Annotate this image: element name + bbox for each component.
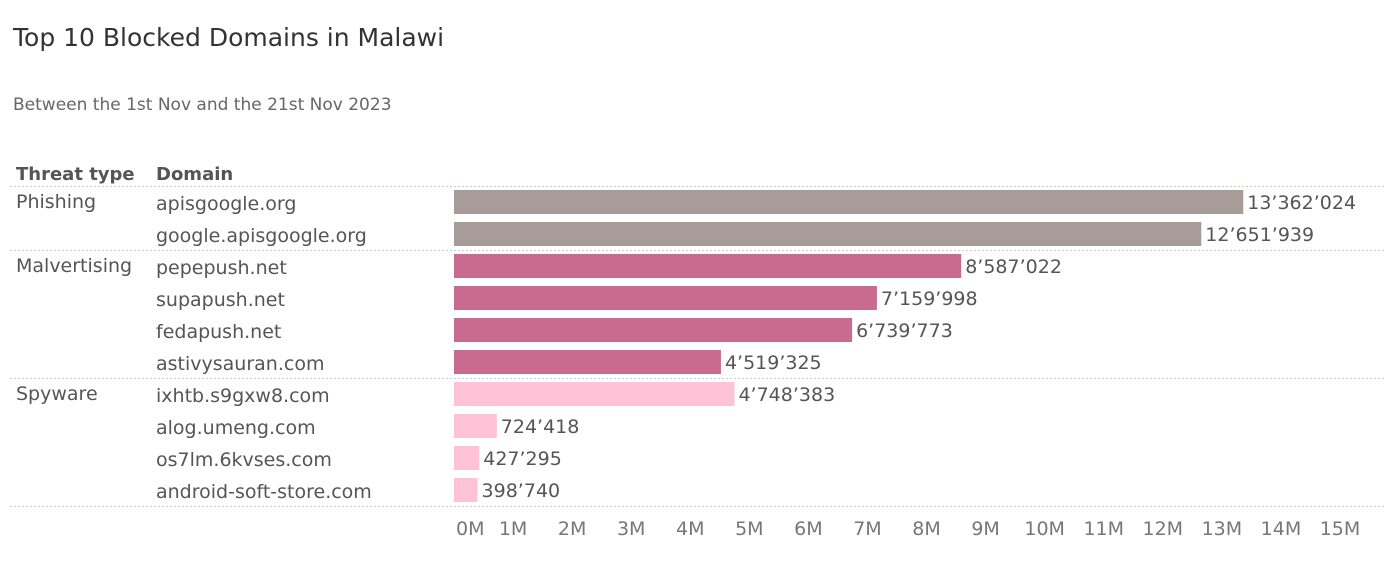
bar [454, 286, 877, 310]
x-tick-label: 9M [971, 518, 999, 540]
domain-label: supapush.net [156, 289, 285, 311]
domain-label: google.apisgoogle.org [156, 225, 367, 247]
threat-type-label: Malvertising [16, 255, 132, 277]
bar-value-label: 12’651’939 [1205, 224, 1314, 246]
x-tick-label: 8M [912, 518, 940, 540]
x-tick-label: 2M [558, 518, 586, 540]
bar-value-label: 724’418 [501, 416, 580, 438]
domain-label: pepepush.net [156, 257, 287, 279]
domain-label: android-soft-store.com [156, 481, 372, 503]
x-tick-label: 0M [456, 518, 484, 540]
bar [454, 222, 1202, 246]
domain-label: astivysauran.com [156, 353, 324, 375]
x-tick-label: 7M [853, 518, 881, 540]
domain-label: ixhtb.s9gxw8.com [156, 385, 330, 407]
bar-value-label: 7’159’998 [881, 288, 978, 310]
bar [454, 318, 853, 342]
bar [454, 254, 962, 278]
domain-label: alog.umeng.com [156, 417, 316, 439]
x-tick-label: 14M [1261, 518, 1302, 540]
chart-rows: Phishing apisgoogle.org 13’362’024 google.a… [10, 186, 1384, 507]
bar-value-label: 398’740 [482, 480, 561, 502]
x-tick-label: 10M [1024, 518, 1065, 540]
domain-label: fedapush.net [156, 321, 281, 343]
chart-title: Top 10 Blocked Domains in Malawi [13, 23, 445, 52]
x-tick-label: 12M [1143, 518, 1184, 540]
bar [454, 446, 480, 470]
threat-type-label: Spyware [16, 383, 98, 405]
bar [454, 414, 497, 438]
x-tick-label: 3M [617, 518, 645, 540]
x-tick-label: 6M [794, 518, 822, 540]
domain-label: apisgoogle.org [156, 193, 296, 215]
chart-subtitle: Between the 1st Nov and the 21st Nov 202… [13, 95, 392, 115]
threat-type-label: Phishing [16, 191, 96, 213]
header-domain: Domain [156, 164, 233, 185]
bar-value-label: 4’519’325 [725, 352, 822, 374]
bar [454, 478, 478, 502]
x-tick-label: 11M [1083, 518, 1124, 540]
header-threat-type: Threat type [16, 164, 135, 185]
bar-value-label: 13’362’024 [1247, 192, 1356, 214]
bar-value-label: 6’739’773 [856, 320, 953, 342]
bar-value-label: 8’587’022 [965, 256, 1062, 278]
bar [454, 190, 1244, 214]
x-axis: 0M 1M 2M 3M 4M 5M 6M 7M 8M 9M 10M 11M 12M 13M 14M 15M [456, 518, 1360, 540]
domain-label: os7lm.6kvses.com [156, 449, 332, 471]
x-tick-label: 4M [676, 518, 704, 540]
bar [454, 382, 735, 406]
x-tick-label: 15M [1320, 518, 1361, 540]
x-tick-label: 13M [1202, 518, 1243, 540]
x-tick-label: 1M [499, 518, 527, 540]
bar-value-label: 427’295 [483, 448, 562, 470]
bar-value-label: 4’748’383 [738, 384, 835, 406]
bar [454, 350, 721, 374]
x-tick-label: 5M [735, 518, 763, 540]
